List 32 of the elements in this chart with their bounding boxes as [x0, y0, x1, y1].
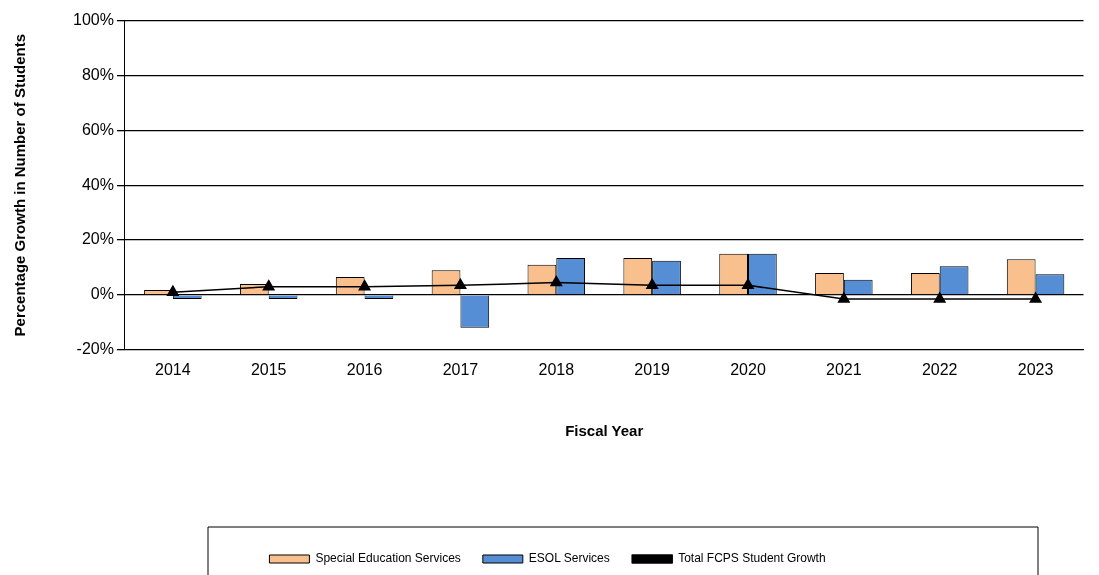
- point: [837, 292, 850, 303]
- y-tick-label: 20%: [81, 230, 114, 248]
- y-tick-label: 40%: [81, 175, 114, 193]
- point: [646, 278, 659, 290]
- point: [166, 285, 179, 296]
- point: [550, 275, 563, 287]
- x-tick-label: 2014: [155, 360, 191, 378]
- x-tick-label: 2018: [538, 360, 575, 378]
- y-tick-label: 100%: [73, 11, 114, 29]
- x-tick-label: 2015: [250, 360, 287, 378]
- y-tick-label: 60%: [81, 120, 114, 138]
- y-tick-label: 80%: [81, 65, 114, 83]
- legend-label: Total FCPS Student Growth: [678, 551, 826, 566]
- legend-label: ESOL Services: [528, 551, 610, 566]
- point: [262, 279, 275, 291]
- x-tick-label: 2019: [634, 360, 671, 378]
- x-tick-label: 2017: [442, 360, 479, 378]
- point: [933, 292, 946, 303]
- x-tick-label: 2020: [730, 360, 766, 378]
- x-axis-title: Fiscal Year: [565, 422, 644, 440]
- y-tick-label: -20%: [76, 340, 114, 358]
- point: [454, 278, 467, 290]
- x-tick-label: 2016: [346, 360, 383, 378]
- y-tick-label: 0%: [90, 285, 114, 303]
- x-tick-label: 2021: [826, 360, 862, 378]
- x-tick-label: 2023: [1017, 360, 1054, 378]
- point: [1029, 292, 1042, 303]
- point: [358, 279, 371, 291]
- legend-label: Special Education Services: [315, 551, 461, 566]
- x-tick-label: 2022: [921, 360, 958, 378]
- y-axis-title: Percentage Growth in Number of Students: [11, 33, 29, 337]
- point: [742, 278, 754, 290]
